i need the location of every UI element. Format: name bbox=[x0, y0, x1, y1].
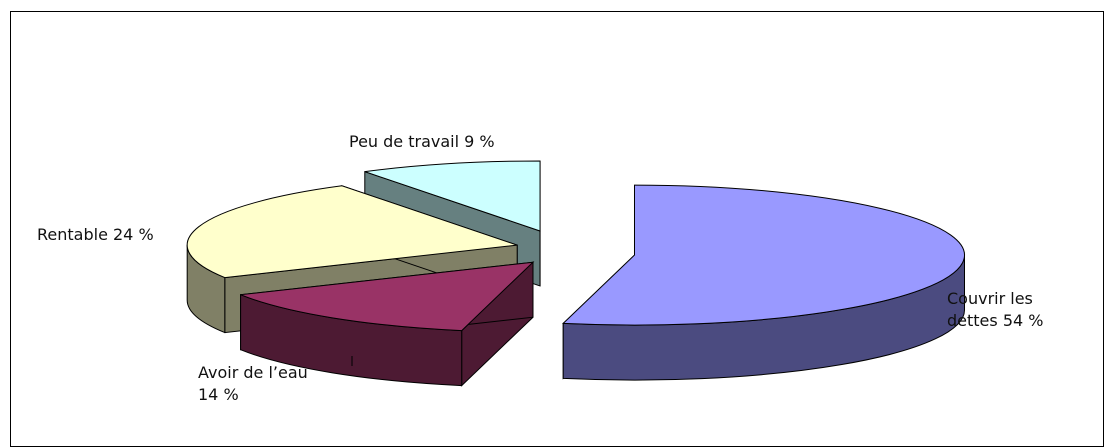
slice-label-rentable: Rentable 24 % bbox=[37, 225, 154, 244]
pie-slice-top bbox=[364, 160, 541, 232]
pie-slice-top bbox=[186, 185, 518, 279]
pie-slice-top bbox=[562, 184, 965, 326]
pie-slice-top bbox=[240, 261, 535, 332]
pie-chart bbox=[186, 160, 965, 387]
slice-label-eau: Avoir de l’eau 14 % bbox=[198, 363, 308, 404]
pie-slice bbox=[562, 184, 965, 381]
slice-label-couvrir: Couvrir les dettes 54 % bbox=[947, 289, 1044, 330]
pie-slice bbox=[240, 261, 535, 387]
slice-label-peu-travail: Peu de travail 9 % bbox=[349, 132, 495, 151]
